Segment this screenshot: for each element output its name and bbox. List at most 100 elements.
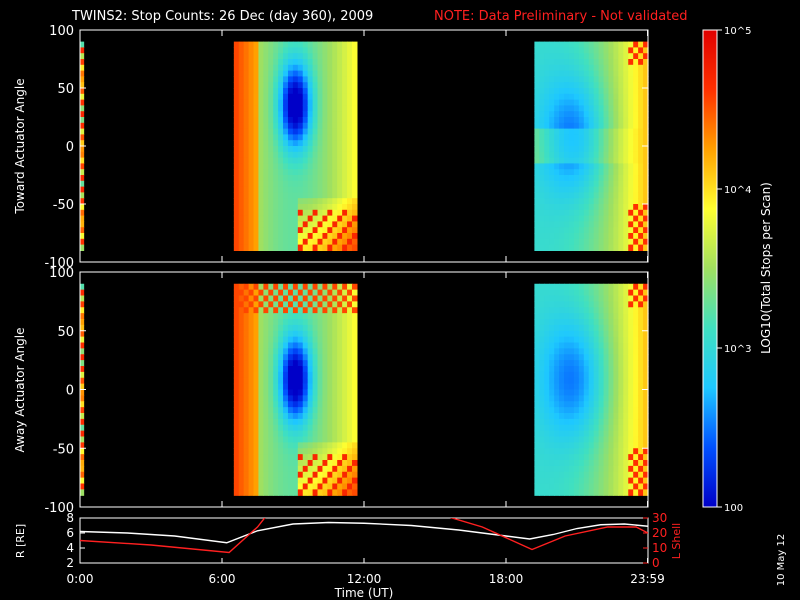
heatmap-cell xyxy=(549,76,555,83)
heatmap-cell xyxy=(268,477,274,485)
heatmap-cell xyxy=(608,460,615,467)
heatmap-cell xyxy=(633,477,639,485)
heatmap-cell xyxy=(603,41,610,48)
heatmap-cell xyxy=(248,366,255,373)
heatmap-cell xyxy=(593,477,600,485)
heatmap-cell xyxy=(292,483,299,490)
heatmap-cell xyxy=(603,418,610,426)
heatmap-cell xyxy=(603,140,610,147)
heatmap-cell xyxy=(243,117,250,124)
heatmap-cell xyxy=(588,465,595,473)
heatmap-cell xyxy=(347,198,353,205)
heatmap-cell xyxy=(283,383,289,391)
heatmap-cell xyxy=(248,401,255,408)
heatmap-cell xyxy=(80,460,85,467)
heatmap-cell xyxy=(633,70,639,77)
heatmap-cell xyxy=(588,64,595,72)
heatmap-cell xyxy=(253,111,260,118)
heatmap-cell xyxy=(278,471,284,479)
heatmap-cell xyxy=(544,99,550,106)
heatmap-cell xyxy=(539,465,545,473)
heatmap-cell xyxy=(317,407,324,414)
heatmap-cell xyxy=(588,489,595,496)
heatmap-cell xyxy=(643,371,649,379)
heatmap-cell xyxy=(337,424,343,432)
heatmap-cell xyxy=(332,88,338,95)
heatmap-cell xyxy=(302,186,309,193)
heatmap-cell xyxy=(297,204,304,211)
heatmap-cell xyxy=(628,436,634,443)
heatmap-cell xyxy=(578,238,585,246)
heatmap-cell xyxy=(623,377,629,385)
heatmap-cell xyxy=(613,389,619,396)
heatmap-cell xyxy=(623,401,629,408)
heatmap-cell xyxy=(573,117,580,124)
heatmap-cell xyxy=(327,342,333,349)
heatmap-cell xyxy=(297,289,304,297)
heatmap-cell xyxy=(598,354,605,361)
heatmap-cell xyxy=(302,117,309,124)
heatmap-cell xyxy=(643,76,649,83)
heatmap-cell xyxy=(351,128,358,135)
heatmap-cell xyxy=(628,342,634,349)
heatmap-cell xyxy=(618,76,624,83)
heatmap-cell xyxy=(248,244,255,251)
heatmap-cell xyxy=(278,198,284,205)
heatmap-cell xyxy=(593,407,600,414)
heatmap-cell xyxy=(263,407,269,414)
colorbar-tick-label: 10^3 xyxy=(724,344,751,355)
heatmap-cell xyxy=(258,348,264,355)
heatmap-cell xyxy=(317,146,324,153)
heatmap-cell xyxy=(263,442,269,449)
heatmap-cell xyxy=(238,88,245,95)
heatmap-cell xyxy=(342,157,348,164)
heatmap-cell xyxy=(80,413,85,420)
heatmap-cell xyxy=(342,483,348,490)
heatmap-cell xyxy=(643,186,649,193)
heatmap-cell xyxy=(559,41,565,48)
heatmap-cell xyxy=(544,330,550,338)
heatmap-cell xyxy=(287,354,294,361)
heatmap-cell xyxy=(332,59,338,66)
heatmap-cell xyxy=(292,227,299,234)
heatmap-cell xyxy=(312,366,319,373)
heatmap-cell xyxy=(588,336,595,344)
heatmap-cell xyxy=(638,407,644,414)
heatmap-cell xyxy=(248,169,255,176)
heatmap-cell xyxy=(603,283,610,291)
heatmap-cell xyxy=(608,336,615,344)
heatmap-cell xyxy=(317,88,324,95)
heatmap-cell xyxy=(351,169,358,176)
heatmap-cell xyxy=(327,401,333,408)
heatmap-cell xyxy=(539,454,545,461)
heatmap-cell xyxy=(544,324,550,332)
heatmap-cell xyxy=(302,134,309,141)
heatmap-cell xyxy=(332,407,338,414)
heatmap-cell xyxy=(327,70,333,77)
heatmap-cell xyxy=(638,204,644,211)
heatmap-cell xyxy=(297,169,304,176)
heatmap-cell xyxy=(628,59,634,66)
heatmap-cell xyxy=(233,448,240,455)
heatmap-cell xyxy=(613,186,619,193)
heatmap-cell xyxy=(623,430,629,438)
heatmap-cell xyxy=(263,47,269,54)
heatmap-cell xyxy=(273,283,279,291)
heatmap-cell xyxy=(263,186,269,193)
heatmap-cell xyxy=(568,289,575,297)
heatmap-cell xyxy=(549,244,555,251)
heatmap-cell xyxy=(583,389,590,396)
heatmap-cell xyxy=(613,140,619,147)
heatmap-cell xyxy=(342,227,348,234)
heatmap-cell xyxy=(287,430,294,438)
heatmap-cell xyxy=(233,140,240,147)
heatmap-cell xyxy=(603,175,610,182)
heatmap-cell xyxy=(554,377,560,385)
heatmap-cell xyxy=(603,471,610,479)
heatmap-cell xyxy=(273,454,279,461)
heatmap-cell xyxy=(273,53,279,60)
heatmap-cell xyxy=(568,383,575,391)
heatmap-cell xyxy=(347,111,353,118)
heatmap-cell xyxy=(564,354,570,361)
heatmap-cell xyxy=(633,401,639,408)
